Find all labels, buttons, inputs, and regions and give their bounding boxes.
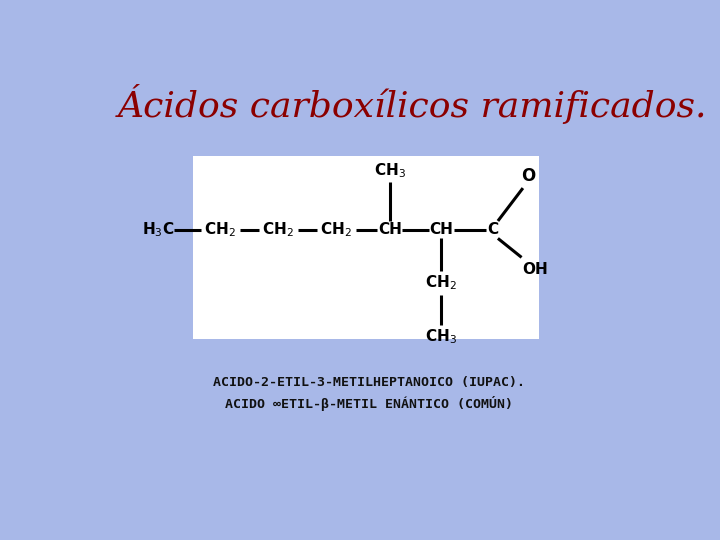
Text: CH: CH bbox=[378, 222, 402, 237]
Text: CH$_3$: CH$_3$ bbox=[426, 327, 457, 346]
FancyBboxPatch shape bbox=[193, 156, 539, 339]
Text: OH: OH bbox=[522, 262, 548, 277]
Text: H$_3$C: H$_3$C bbox=[142, 220, 174, 239]
Text: C: C bbox=[487, 222, 498, 237]
Text: CH$_2$: CH$_2$ bbox=[320, 220, 352, 239]
Text: CH: CH bbox=[429, 222, 453, 237]
Text: ACIDO-2-ETIL-3-METILHEPTANOICO (IUPAC).: ACIDO-2-ETIL-3-METILHEPTANOICO (IUPAC). bbox=[213, 376, 525, 389]
Text: Ácidos carboxílicos ramificados.: Ácidos carboxílicos ramificados. bbox=[118, 84, 707, 124]
Text: CH$_2$: CH$_2$ bbox=[262, 220, 294, 239]
Text: O: O bbox=[521, 167, 536, 185]
Text: CH$_2$: CH$_2$ bbox=[426, 274, 457, 293]
Text: ACIDO ∞ETIL-β-METIL ENÁNTICO (COMÚN): ACIDO ∞ETIL-β-METIL ENÁNTICO (COMÚN) bbox=[225, 396, 513, 411]
Text: CH$_2$: CH$_2$ bbox=[204, 220, 236, 239]
Text: CH$_3$: CH$_3$ bbox=[374, 161, 406, 180]
